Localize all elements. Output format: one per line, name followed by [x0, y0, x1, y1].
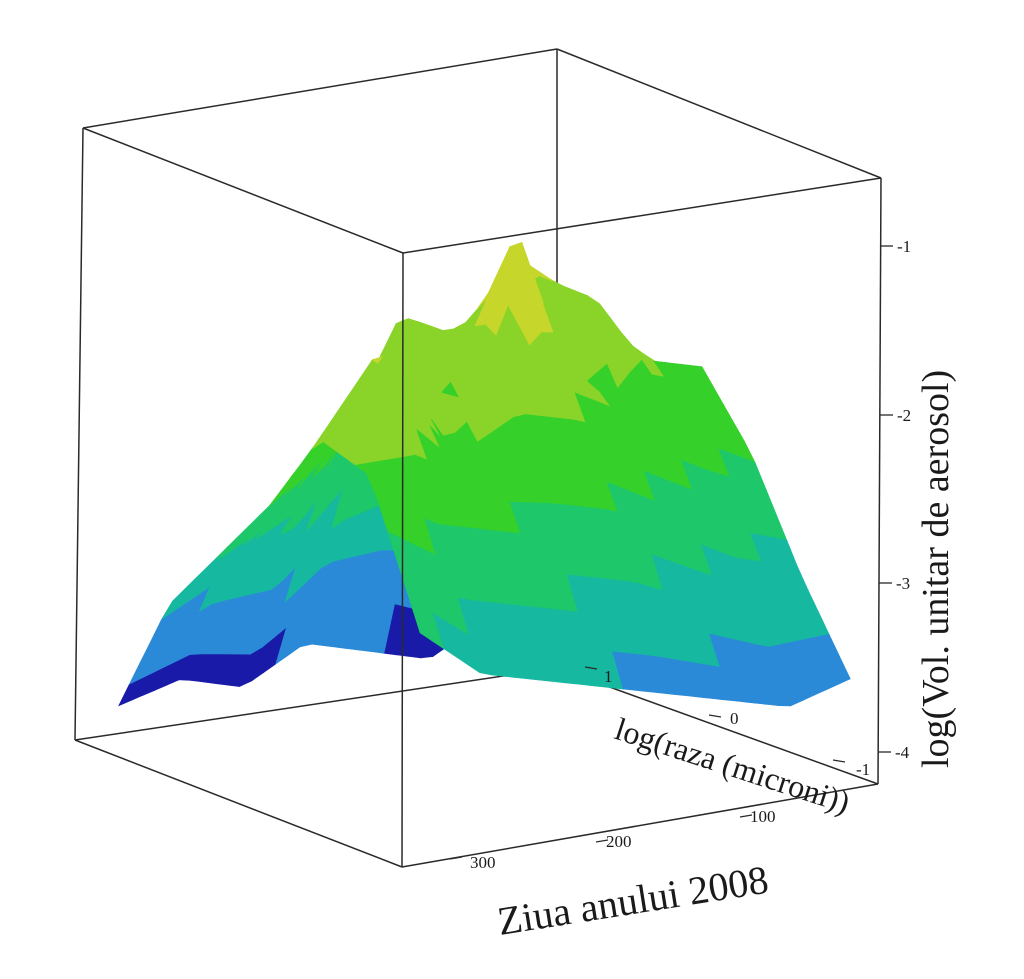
x-axis-title: Ziua anului 2008	[494, 857, 771, 944]
z-tick-label: -2	[897, 406, 911, 425]
y-tick-label: 1	[604, 667, 613, 686]
x-tick-label: 200	[606, 832, 632, 851]
z-tick-label: -1	[897, 237, 911, 256]
z-tick-label: -4	[895, 743, 910, 762]
y-tick-label: 0	[730, 709, 739, 728]
y-tick-label: -1	[856, 760, 870, 779]
surface-facet	[827, 656, 851, 685]
tick-marks	[449, 245, 893, 860]
x-tick-label: 300	[470, 853, 496, 872]
x-tick-label: 100	[750, 807, 776, 826]
surface-mesh	[118, 241, 851, 707]
z-axis-title: log(Vol. unitar de aerosol)	[915, 370, 957, 768]
box-front-edges	[74, 127, 882, 868]
z-tick-label: -3	[896, 574, 910, 593]
